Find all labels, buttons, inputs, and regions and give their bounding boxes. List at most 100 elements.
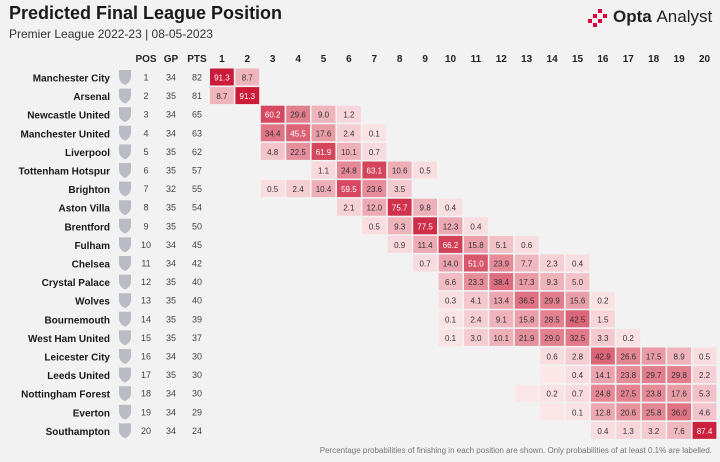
tottenham-badge-icon [119, 163, 131, 178]
probability-cell [210, 68, 234, 86]
probability-label: 20.6 [621, 408, 637, 417]
team-name: Tottenham Hotspur [19, 167, 111, 178]
gp-value: 34 [166, 73, 176, 83]
probability-label: 0.7 [420, 260, 432, 269]
column-header-gp: GP [164, 54, 179, 65]
probability-cell [464, 217, 488, 235]
team-name: Leicester City [44, 353, 110, 364]
probability-label: 4.6 [699, 408, 711, 417]
probability-label: 12.0 [367, 204, 383, 213]
probability-cell [540, 403, 564, 421]
probability-label: 0.1 [445, 334, 457, 343]
probability-label: 14.1 [595, 371, 611, 380]
probability-cell [565, 347, 590, 365]
probability-label: 0.1 [369, 129, 381, 138]
probability-cell [387, 161, 412, 179]
nottingham-badge-icon [119, 386, 131, 402]
probability-cell [337, 161, 361, 179]
pos-value: 4 [143, 128, 148, 138]
probability-cell [387, 235, 412, 253]
fulham-badge-icon [119, 237, 131, 253]
probability-cell [464, 235, 488, 253]
probability-cell [540, 291, 564, 309]
footnote: Percentage probabilities of finishing in… [319, 446, 712, 455]
probability-cell [641, 366, 666, 384]
probability-cell [362, 161, 387, 179]
probability-label: 2.1 [343, 204, 355, 213]
position-header: 2 [245, 54, 251, 65]
probability-label: 0.6 [547, 353, 559, 362]
probability-cell [464, 310, 488, 328]
probability-label: 2.4 [343, 129, 355, 138]
probability-cell [337, 198, 361, 216]
probability-label: 2.2 [699, 371, 711, 380]
position-header: 19 [674, 54, 686, 65]
probability-label: 17.6 [671, 390, 687, 399]
probability-cell [565, 254, 590, 272]
probability-label: 0.4 [445, 204, 457, 213]
probability-label: 17.5 [646, 353, 662, 362]
pts-value: 50 [192, 221, 202, 231]
probability-label: 15.8 [519, 315, 535, 324]
probability-label: 0.4 [470, 222, 482, 231]
probability-cell [540, 366, 564, 384]
position-header: 12 [496, 54, 508, 65]
probability-label: 29.8 [671, 371, 687, 380]
probability-label: 0.7 [572, 390, 584, 399]
leicester-badge-icon [119, 349, 131, 364]
probability-label: 9.8 [420, 204, 432, 213]
probability-cell [565, 366, 590, 384]
probability-cell [591, 347, 615, 365]
probability-label: 13.4 [494, 297, 510, 306]
probability-cell [489, 254, 514, 272]
probability-cell [667, 366, 691, 384]
column-header-pts: PTS [187, 54, 207, 65]
probability-label: 22.5 [290, 148, 306, 157]
man-utd-badge-icon [119, 125, 131, 141]
probability-cell [565, 310, 590, 328]
probability-cell [540, 273, 564, 291]
team-name: Nottingham Forest [21, 390, 111, 401]
pos-value: 16 [141, 352, 151, 362]
probability-cell [311, 105, 336, 123]
leeds-badge-icon [119, 367, 131, 383]
probability-cell [540, 254, 564, 272]
probability-cell [489, 235, 514, 253]
position-header: 4 [295, 54, 301, 65]
liverpool-badge-icon [119, 144, 131, 160]
probability-label: 3.5 [394, 185, 406, 194]
probability-label: 0.4 [572, 260, 584, 269]
probability-cell [565, 384, 590, 402]
probability-label: 14.0 [443, 260, 459, 269]
probability-label: 0.5 [267, 185, 279, 194]
probability-cell [413, 254, 437, 272]
probability-label: 26.6 [621, 353, 637, 362]
probability-cell [667, 384, 691, 402]
probability-cell [260, 124, 285, 142]
probability-label: 0.5 [699, 353, 711, 362]
pts-value: 55 [192, 184, 202, 194]
probability-label: 4.8 [267, 148, 279, 157]
probability-cell [311, 124, 336, 142]
position-header: 7 [372, 54, 378, 65]
probability-label: 91.3 [214, 74, 230, 83]
probability-label: 4.1 [470, 297, 482, 306]
bournemouth-badge-icon [119, 311, 131, 327]
pts-value: 39 [192, 314, 202, 324]
probability-cell [260, 105, 285, 123]
pts-value: 63 [192, 128, 202, 138]
crystal-palace-badge-icon [119, 274, 131, 290]
probability-label: 23.8 [621, 371, 637, 380]
probability-cell [591, 328, 615, 346]
probability-label: 0.4 [597, 427, 609, 436]
chelsea-badge-icon [119, 256, 131, 271]
probability-label: 5.0 [572, 278, 584, 287]
probability-cell [413, 235, 437, 253]
pts-value: 45 [192, 240, 202, 250]
probability-label: 7.6 [674, 427, 686, 436]
probability-cell [641, 384, 666, 402]
pos-value: 15 [141, 333, 151, 343]
gp-value: 35 [166, 296, 176, 306]
newcastle-badge-icon [119, 107, 131, 123]
pts-value: 40 [192, 277, 202, 287]
